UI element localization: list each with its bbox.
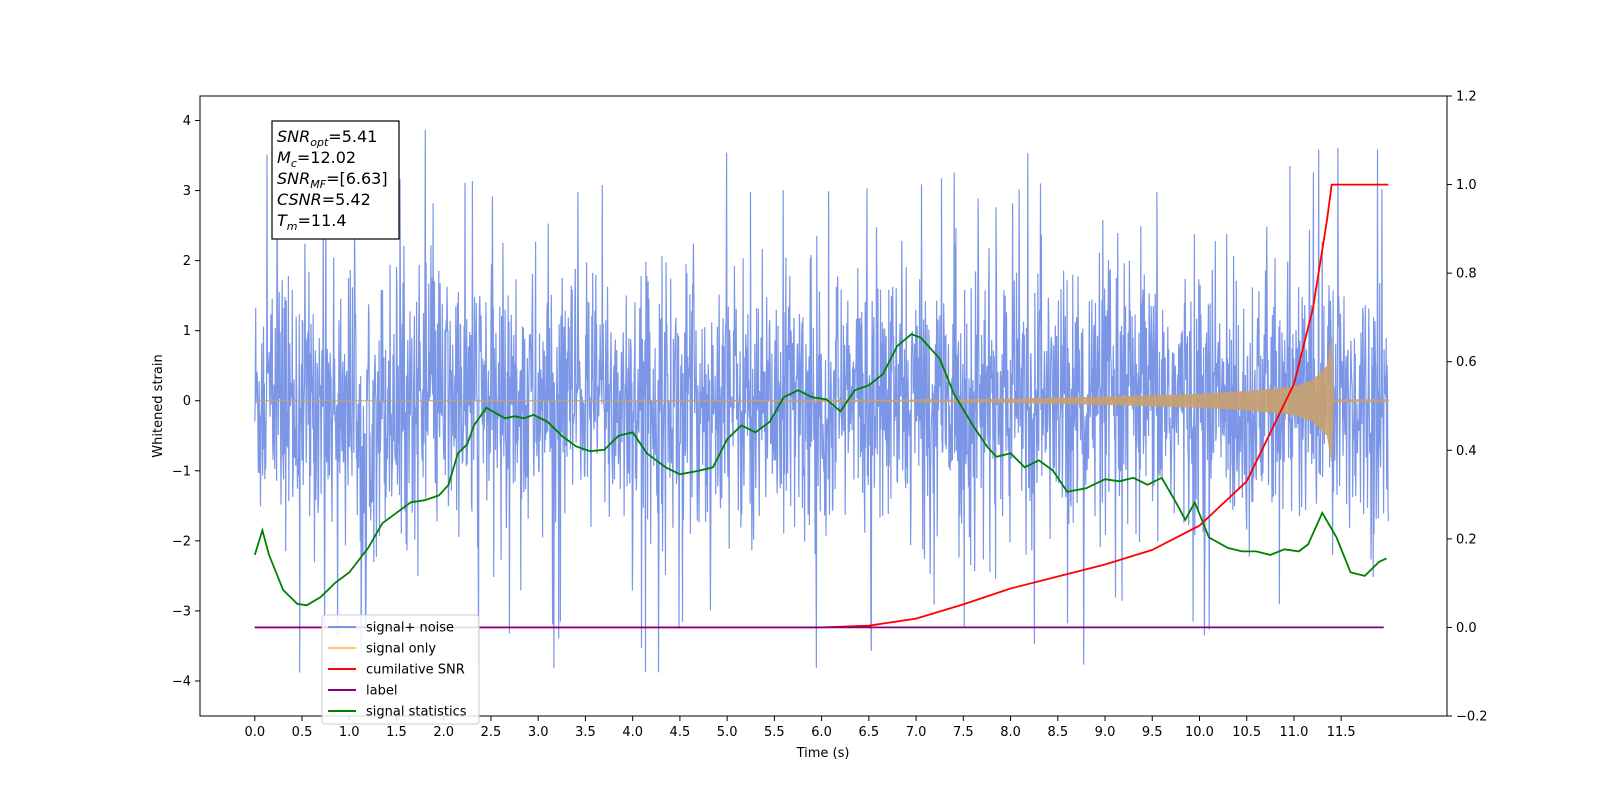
y-left-tick-label: −3 <box>172 604 191 619</box>
x-tick-label: 0.5 <box>292 725 313 740</box>
info-line: Mc=12.02 <box>277 148 356 170</box>
x-tick-label: 6.0 <box>811 725 832 740</box>
x-tick-label: 3.0 <box>528 725 549 740</box>
y-left-tick-label: 2 <box>183 254 191 269</box>
y-left-tick-label: −1 <box>172 464 191 479</box>
info-line: CSNR=5.42 <box>277 190 371 209</box>
y-axis-title: Whitened strain <box>151 354 166 457</box>
y-left-tick-label: 4 <box>183 114 191 129</box>
x-tick-label: 11.5 <box>1327 725 1356 740</box>
x-tick-label: 1.5 <box>386 725 407 740</box>
x-tick-label: 10.5 <box>1232 725 1261 740</box>
legend-label: label <box>366 684 397 699</box>
legend-items: signal+ noise signal only cumilative SNR la… <box>328 621 467 720</box>
info-box: SNRopt=5.41Mc=12.02SNRMF=[6.63]CSNR=5.42… <box>271 120 400 240</box>
x-tick-label: 5.0 <box>717 725 738 740</box>
series-signal-noise <box>254 129 1389 673</box>
x-tick-label: 9.5 <box>1142 725 1163 740</box>
legend-label: signal+ noise <box>366 621 454 636</box>
x-tick-label: 6.5 <box>859 725 880 740</box>
plot-frame <box>199 95 1448 717</box>
series-signal-only <box>254 337 1389 462</box>
y-right-tick-label: 1.2 <box>1456 90 1477 105</box>
x-tick-label: 1.0 <box>339 725 360 740</box>
info-line: SNRMF=[6.63] <box>277 169 388 191</box>
legend: signal+ noise signal only cumilative SNR la… <box>321 614 480 725</box>
x-tick-label: 11.0 <box>1279 725 1308 740</box>
y-left-tick-label: 3 <box>183 184 191 199</box>
y-right-tick-label: 0.6 <box>1456 355 1477 370</box>
y-left-tick-label: 1 <box>183 324 191 339</box>
x-tick-label: 7.0 <box>906 725 927 740</box>
info-box-frame <box>271 120 400 240</box>
y-left-tick-label: −2 <box>172 534 191 549</box>
legend-frame <box>321 614 480 725</box>
y-right-tick-label: 1.0 <box>1456 178 1477 193</box>
x-tick-label: 9.0 <box>1095 725 1116 740</box>
info-line: Tm=11.4 <box>277 211 347 233</box>
legend-label: signal only <box>366 642 436 657</box>
y-right-tick-label: 0.2 <box>1456 532 1477 547</box>
y-left-tick-label: −4 <box>172 674 191 689</box>
y-right-tick-label: 0.8 <box>1456 267 1477 282</box>
series-signal-statistics <box>253 333 1387 607</box>
x-tick-label: 8.0 <box>1000 725 1021 740</box>
x-tick-label: 4.5 <box>670 725 691 740</box>
plot-area <box>253 129 1389 673</box>
x-tick-label: 2.5 <box>481 725 502 740</box>
x-tick-label: 10.0 <box>1185 725 1214 740</box>
x-tick-label: 0.0 <box>244 725 265 740</box>
x-tick-label: 7.5 <box>953 725 974 740</box>
axes: 0.0 0.5 1.0 1.5 2.0 2.5 3.0 3.5 4.0 4.5 5.0 5.5 6.0 6… <box>172 90 1488 741</box>
legend-label: cumilative SNR <box>366 663 465 678</box>
series-cumulative-snr <box>254 183 1389 629</box>
y-right-tick-label: −0.2 <box>1456 710 1488 725</box>
x-tick-label: 5.5 <box>764 725 785 740</box>
x-tick-label: 2.0 <box>433 725 454 740</box>
info-box-lines: SNRopt=5.41Mc=12.02SNRMF=[6.63]CSNR=5.42… <box>277 127 388 233</box>
x-tick-label: 8.5 <box>1047 725 1068 740</box>
info-line: SNRopt=5.41 <box>277 127 377 149</box>
y-left-tick-label: 0 <box>183 394 191 409</box>
x-tick-label: 4.0 <box>622 725 643 740</box>
legend-label: signal statistics <box>366 705 467 720</box>
y-right-tick-label: 0.0 <box>1456 621 1477 636</box>
x-axis-title: Time (s) <box>796 746 850 761</box>
y-right-tick-label: 0.4 <box>1456 444 1477 459</box>
x-tick-label: 3.5 <box>575 725 596 740</box>
